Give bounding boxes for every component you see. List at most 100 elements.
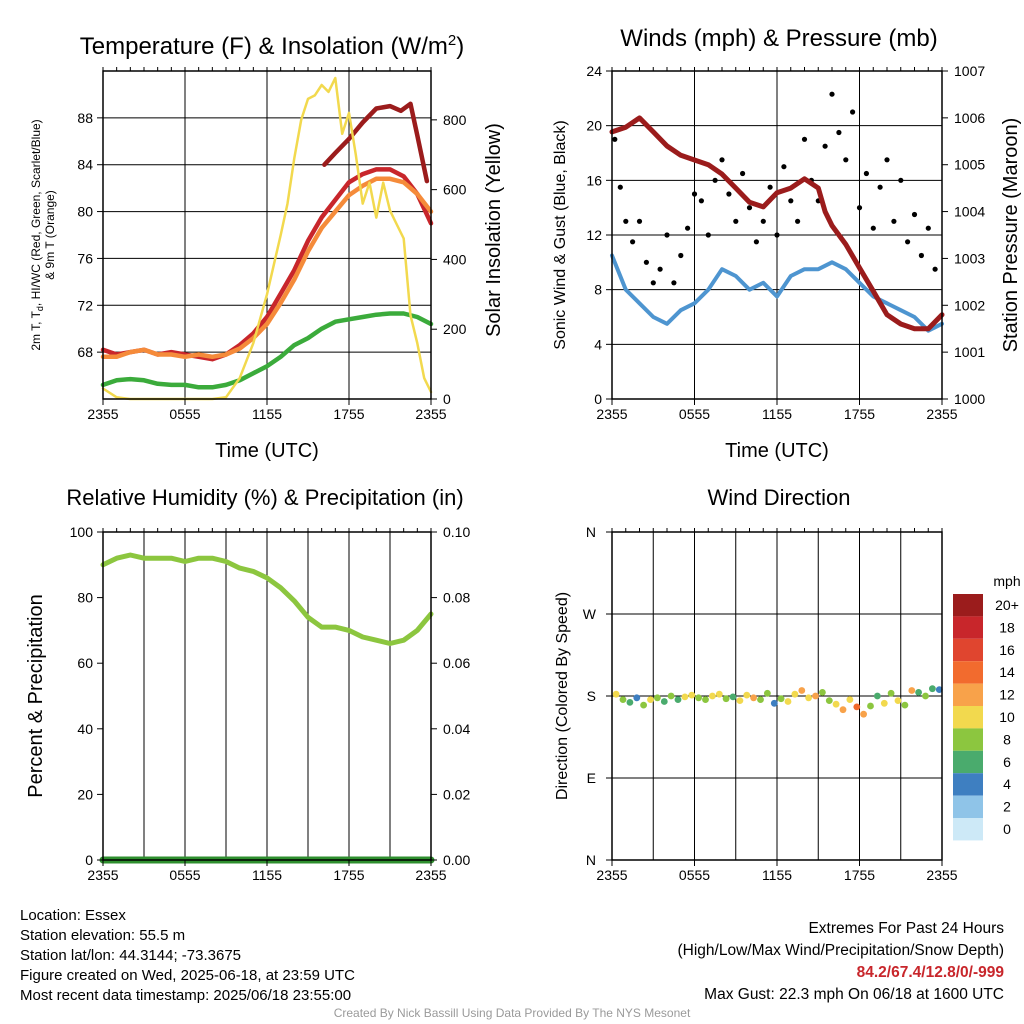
y-axis-label-left-line1: 2m T, Td, HI/WC (Red, Green, Scarlet/Blu…	[29, 119, 45, 350]
direction-point	[764, 689, 771, 697]
direction-point	[784, 698, 792, 705]
direction-point	[798, 687, 806, 694]
chart-title-main: Temperature (F) & Insolation (W/m	[80, 33, 448, 60]
direction-point	[929, 685, 936, 693]
gust-point	[617, 184, 623, 190]
gust-point	[636, 218, 643, 224]
y-tick-label-right: 1002	[954, 297, 985, 313]
x-tick-label: 2355	[87, 406, 118, 422]
direction-point	[681, 693, 689, 701]
gust-point	[746, 205, 753, 211]
y-tick-label-left: 88	[77, 110, 93, 126]
legend-swatch	[953, 773, 983, 796]
y-tick-label-right: 800	[443, 112, 467, 128]
y-tick-label-left: 4	[594, 336, 602, 352]
gust-point	[753, 239, 760, 245]
gust-point	[932, 266, 938, 272]
gust-point	[781, 164, 787, 170]
y-tick-label-right: 1004	[954, 204, 985, 220]
gust-point	[836, 129, 842, 136]
gust-point	[870, 225, 876, 231]
gust-point	[863, 170, 870, 177]
y-tick-label-left: 24	[586, 63, 602, 79]
y-tick-label-right: 0.08	[443, 590, 470, 606]
legend-label: 10	[999, 709, 1015, 725]
x-tick-label: 2355	[87, 867, 118, 883]
y-axis-label-right: Station Pressure (Maroon)	[1000, 118, 1022, 353]
direction-point	[915, 689, 922, 696]
y-axis-label-left: Percent & Precipitation	[25, 594, 47, 797]
direction-point	[887, 689, 895, 697]
humidity-precipitation-panel: 2355 0555 1155 1755 23550204060801000.000.02…	[25, 485, 470, 883]
y-tick-label-left: 72	[77, 297, 93, 313]
y-tick-label-left: 12	[586, 227, 602, 243]
y-axis-label-left: Direction (Colored By Speed)	[554, 592, 571, 800]
y-tick-label-left: 80	[77, 590, 93, 606]
y-tick-label-right: 0.02	[443, 786, 470, 802]
x-tick-label: 2355	[415, 867, 446, 883]
legend-swatch	[953, 594, 983, 617]
direction-point	[722, 695, 730, 703]
direction-point	[619, 696, 627, 703]
direction-point	[695, 694, 702, 702]
gust-point	[911, 211, 918, 218]
legend-swatch	[953, 795, 983, 818]
direction-point	[935, 686, 943, 693]
direction-point	[647, 696, 654, 703]
y-tick-label-left: 100	[70, 524, 94, 540]
x-tick-label: 1155	[762, 406, 792, 422]
y-tick-label-left: 68	[77, 344, 93, 360]
x-tick-label: 2355	[415, 406, 446, 422]
gust-point	[733, 218, 739, 224]
legend-label: 6	[1003, 754, 1011, 770]
x-tick-label: 0555	[169, 867, 200, 883]
direction-point	[812, 692, 819, 700]
y-tick-label-right: 0.10	[443, 524, 470, 540]
y-tick-label-left: 8	[594, 282, 602, 298]
temperature-insolation-panel: 2355 0555 1155 1755 2355 68 72 76 80 84 88 0 200 400 6…	[29, 32, 505, 462]
max-gust-text: Max Gust: 22.3 mph On 06/18 at 1600 UTC	[704, 986, 1004, 1003]
legend-label: 4	[1003, 776, 1011, 792]
direction-point	[839, 706, 847, 714]
legend-swatch	[953, 616, 983, 639]
direction-point	[702, 696, 709, 703]
y-tick-label-right: 400	[443, 251, 467, 267]
extremes-subheading: (High/Low/Max Wind/Precipitation/Snow De…	[677, 942, 1005, 959]
chart-title-end: )	[456, 33, 464, 60]
direction-point	[894, 697, 902, 704]
gust-point	[877, 184, 883, 190]
y-axis-label-left-line2: & 9m T (Orange)	[43, 190, 57, 280]
legend-swatch	[953, 706, 983, 729]
gust-point	[918, 252, 925, 259]
x-tick-label: 1155	[252, 406, 282, 422]
legend-swatch	[953, 818, 983, 841]
direction-point	[674, 696, 682, 703]
y-tick-label-left: 0	[594, 391, 602, 407]
y-tick-label-right: 1003	[954, 250, 985, 266]
y-tick-label-left: W	[583, 606, 597, 622]
gust-point	[671, 280, 677, 286]
y-tick-label-left: 0	[85, 852, 93, 868]
wind-speed-legend: mph 20+ 18 16 14 12 10 8 6 4 2 0	[953, 573, 1021, 841]
direction-point	[880, 699, 888, 707]
gust-point	[760, 218, 766, 224]
y-tick-label-right: 1001	[954, 344, 985, 360]
gust-point	[891, 218, 897, 224]
y-tick-label-right: 1000	[954, 391, 985, 407]
direction-point	[612, 690, 620, 698]
y-label-part: , HI/WC (Red, Green, Scarlet/Blue)	[29, 119, 43, 306]
y-tick-label-left: 20	[77, 786, 93, 802]
direction-point	[729, 693, 737, 701]
direction-point	[654, 694, 661, 702]
direction-point	[832, 700, 840, 708]
extremes-heading: Extremes For Past 24 Hours	[808, 920, 1004, 937]
series-line-1	[100, 176, 434, 360]
direction-point	[640, 701, 647, 709]
gust-point	[643, 259, 650, 265]
direction-point	[633, 694, 641, 702]
x-axis-label: Time (UTC)	[215, 440, 319, 462]
legend-label: 0	[1003, 821, 1011, 837]
gust-point	[691, 191, 698, 197]
chart-title: Temperature (F) & Insolation (W/m2)	[80, 32, 464, 60]
direction-point	[846, 696, 854, 703]
